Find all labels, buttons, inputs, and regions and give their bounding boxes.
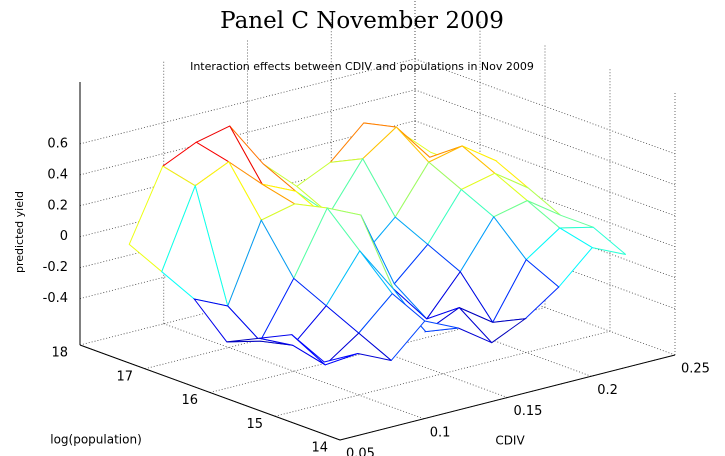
grid-line [414,120,676,217]
y-tick-label: 18 [51,346,68,361]
z-tick-label: 0.4 [47,167,68,182]
z-tick-label: 0 [60,229,68,244]
z-axis-label: predicted yield [13,191,26,273]
chart-title: Panel C November 2009 [220,8,504,34]
z-tick-label: 0.2 [47,198,68,213]
y-tick-label: 17 [116,369,133,384]
grid-line [414,58,676,155]
x-tick-label: 0.05 [346,447,375,456]
y-axis [79,344,341,441]
grid-line [79,58,416,145]
y-tick-label: 16 [181,393,198,408]
y-tick-label: 15 [246,417,263,432]
grid-line [414,89,676,186]
x-tick-label: 0.25 [681,362,710,377]
x-axis-label: CDIV [495,434,525,448]
x-tick-label: 0.15 [514,404,543,419]
grid-line [79,89,416,176]
x-axis [339,354,676,441]
x-tick-label: 0.1 [430,425,451,440]
surface-cell [291,334,358,366]
grid-line [274,330,611,417]
y-axis-label: log(population) [50,433,142,447]
y-tick-label: 14 [311,441,328,456]
z-tick-label: 0.6 [47,136,68,151]
grid-line [414,151,676,248]
x-tick-label: 0.2 [597,383,618,398]
z-tick-label: -0.2 [43,260,68,275]
z-tick-label: -0.4 [43,291,68,306]
chart-subtitle: Interaction effects between CDIV and pop… [190,60,534,73]
grid-line [163,323,424,420]
